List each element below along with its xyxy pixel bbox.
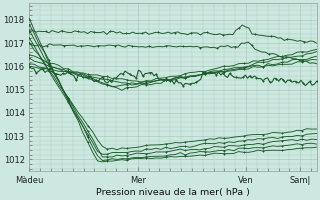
X-axis label: Pression niveau de la mer( hPa ): Pression niveau de la mer( hPa ) [96,188,250,197]
